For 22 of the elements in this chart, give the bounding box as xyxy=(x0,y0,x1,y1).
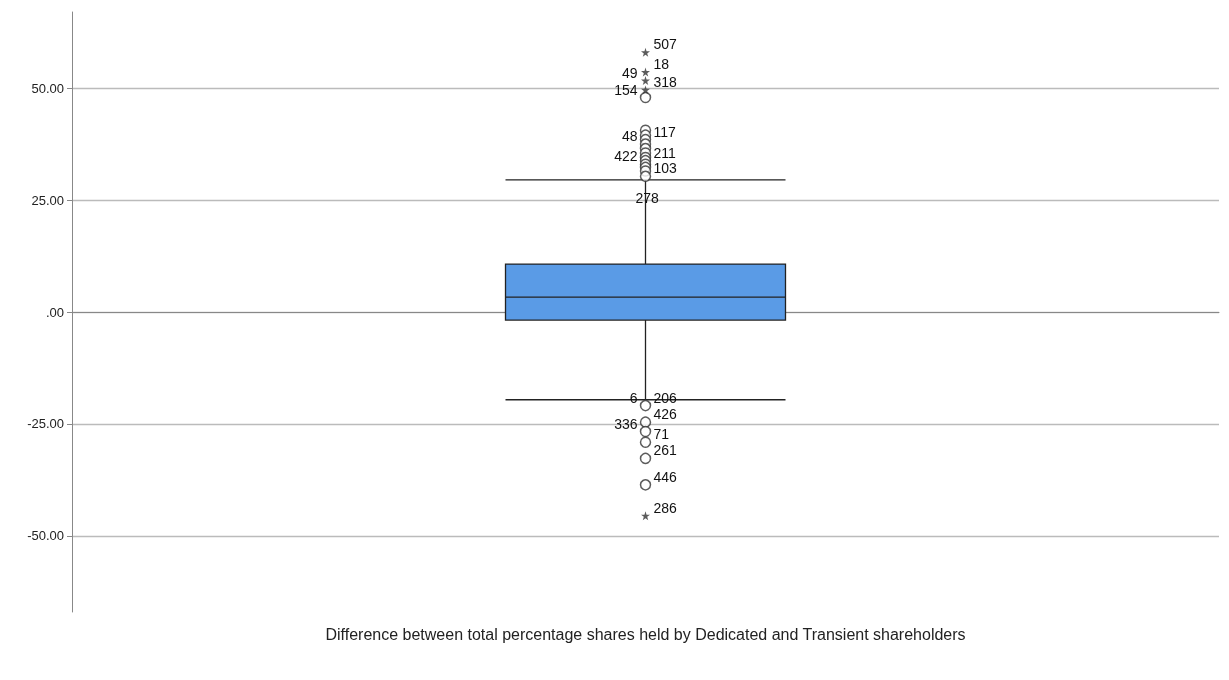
annotation: 318 xyxy=(653,73,678,90)
annotation: 18 xyxy=(653,56,670,72)
annotation: 286 xyxy=(653,499,678,516)
annotation: 48 xyxy=(621,128,638,145)
annotation: 336 xyxy=(614,415,638,432)
annotation: 446 xyxy=(653,468,678,485)
x-tick-label: Difference between total percentage shares held by Dedicated and Transient shareholders xyxy=(325,625,966,643)
annotation: 211 xyxy=(653,144,677,161)
annotation: 49 xyxy=(621,64,638,81)
annotation: 71 xyxy=(653,426,670,443)
y-tick-label: 25.00 xyxy=(31,192,64,208)
annotation: 117 xyxy=(653,123,677,140)
annotation: 422 xyxy=(614,148,638,165)
annotation: 507 xyxy=(653,36,678,53)
y-tick-label: -25.00 xyxy=(27,416,64,432)
y-tick-label: .00 xyxy=(45,304,64,320)
y-tick-label: 50.00 xyxy=(31,80,64,96)
annotation: 261 xyxy=(653,442,678,459)
annotation: 426 xyxy=(653,406,678,423)
annotation: 103 xyxy=(653,160,678,177)
y-tick-label: -50.00 xyxy=(27,528,64,544)
annotation: 154 xyxy=(614,81,638,98)
